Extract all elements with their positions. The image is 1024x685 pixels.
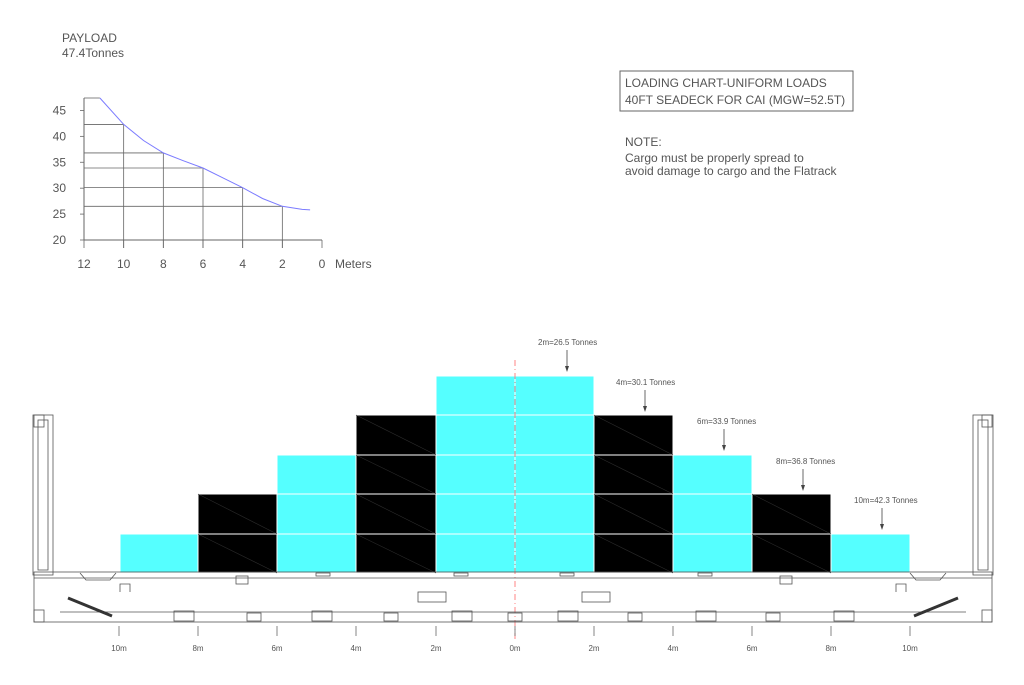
load-callouts: 2m=26.5 Tonnes 4m=30.1 Tonnes 6m=33.9 To…	[538, 338, 918, 530]
cargo-block	[276, 533, 357, 574]
title-line2: 40FT SEADECK FOR CAI (MGW=52.5T)	[625, 93, 845, 107]
cargo-stack	[119, 375, 911, 574]
payload-curve	[99, 97, 311, 211]
scale-label: 10m	[111, 644, 127, 653]
x-tick-label: 4	[239, 257, 246, 271]
scale-label: 6m	[746, 644, 757, 653]
cargo-block	[514, 493, 595, 535]
cargo-block	[514, 454, 595, 495]
x-tick-label: 6	[200, 257, 207, 271]
right-end-wall	[972, 414, 994, 576]
load-label-6m: 6m=33.9 Tonnes	[697, 417, 756, 426]
x-tick-label: 0	[319, 257, 326, 271]
x-tick-label: 2	[279, 257, 286, 271]
cargo-block	[514, 414, 595, 456]
cargo-block	[672, 493, 753, 535]
cargo-block	[672, 454, 753, 495]
scale-label: 2m	[588, 644, 599, 653]
x-tick-label: 12	[77, 257, 91, 271]
scale-label: 10m	[902, 644, 918, 653]
cargo-block	[435, 454, 516, 495]
cargo-block	[276, 454, 357, 495]
flatrack-deck	[33, 571, 993, 623]
title-box	[619, 70, 854, 112]
note-line1: Cargo must be properly spread to	[625, 151, 804, 165]
load-label-10m: 10m=42.3 Tonnes	[854, 496, 918, 505]
y-tick-label: 30	[53, 181, 67, 195]
cargo-block	[435, 375, 516, 416]
cargo-block	[514, 533, 595, 574]
cargo-block	[119, 533, 199, 574]
bottom-scale: 10m 8m 6m 4m 2m 0m 2m 4m 6m 8m 10m	[111, 626, 918, 653]
x-axis-label: Meters	[335, 257, 372, 271]
x-tick-label: 10	[117, 257, 131, 271]
left-end-wall	[32, 414, 54, 576]
y-tick-label: 40	[53, 129, 67, 143]
payload-value: 47.4Tonnes	[62, 46, 124, 60]
cargo-block	[830, 533, 911, 574]
scale-label: 6m	[271, 644, 282, 653]
note-heading: NOTE:	[625, 135, 662, 149]
cargo-block	[276, 493, 357, 535]
load-label-8m: 8m=36.8 Tonnes	[776, 457, 835, 466]
cargo-block	[435, 414, 516, 456]
cargo-block	[435, 533, 516, 574]
cargo-block	[514, 375, 595, 416]
note-line2: avoid damage to cargo and the Flatrack	[625, 164, 837, 178]
load-label-2m: 2m=26.5 Tonnes	[538, 338, 597, 347]
y-tick-label: 45	[53, 103, 67, 117]
cargo-block	[435, 493, 516, 535]
scale-label: 2m	[430, 644, 441, 653]
load-label-4m: 4m=30.1 Tonnes	[616, 378, 675, 387]
x-tick-label: 8	[160, 257, 167, 271]
flatrack	[32, 414, 994, 623]
scale-label: 0m	[509, 644, 520, 653]
y-tick-label: 25	[53, 207, 67, 221]
scale-label: 4m	[667, 644, 678, 653]
payload-title: PAYLOAD	[62, 31, 117, 45]
scale-label: 8m	[192, 644, 203, 653]
y-tick-label: 20	[53, 233, 67, 247]
y-tick-label: 35	[53, 155, 67, 169]
scale-label: 8m	[825, 644, 836, 653]
title-line1: LOADING CHART-UNIFORM LOADS	[625, 76, 827, 90]
scale-label: 4m	[350, 644, 361, 653]
cargo-block	[672, 533, 753, 574]
